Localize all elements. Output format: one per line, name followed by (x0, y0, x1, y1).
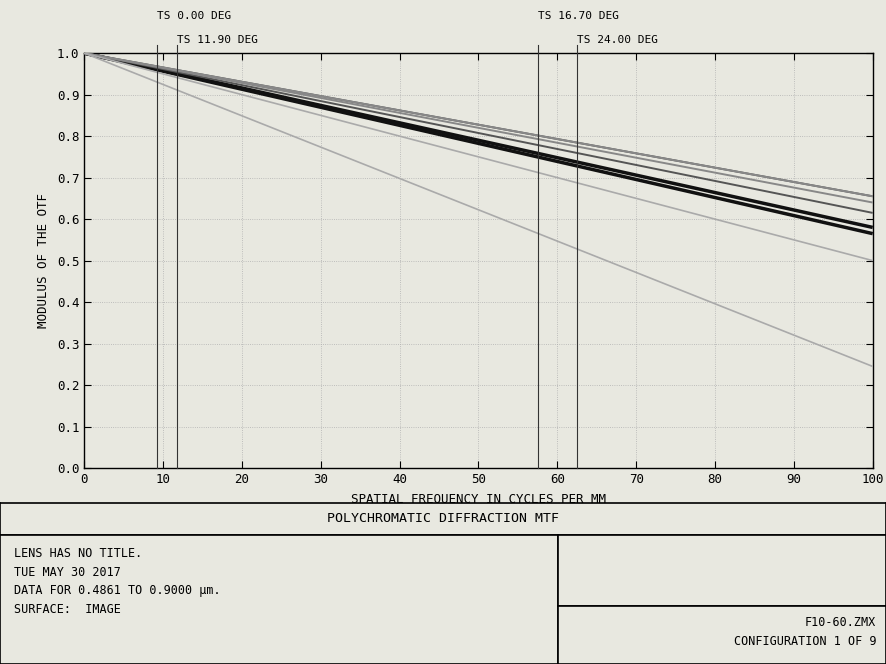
Y-axis label: MODULUS OF THE OTF: MODULUS OF THE OTF (37, 193, 50, 328)
Text: F10-60.ZMX
CONFIGURATION 1 OF 9: F10-60.ZMX CONFIGURATION 1 OF 9 (734, 616, 876, 648)
Text: TS 16.70 DEG: TS 16.70 DEG (538, 11, 618, 21)
Text: TS 11.90 DEG: TS 11.90 DEG (177, 35, 258, 45)
Text: TS 24.00 DEG: TS 24.00 DEG (577, 35, 658, 45)
Text: LENS HAS NO TITLE.
TUE MAY 30 2017
DATA FOR 0.4861 TO 0.9000 μm.
SURFACE:  IMAGE: LENS HAS NO TITLE. TUE MAY 30 2017 DATA … (14, 547, 221, 616)
Text: POLYCHROMATIC DIFFRACTION MTF: POLYCHROMATIC DIFFRACTION MTF (327, 512, 559, 525)
X-axis label: SPATIAL FREQUENCY IN CYCLES PER MM: SPATIAL FREQUENCY IN CYCLES PER MM (351, 493, 606, 506)
Text: TS 0.00 DEG: TS 0.00 DEG (157, 11, 231, 21)
